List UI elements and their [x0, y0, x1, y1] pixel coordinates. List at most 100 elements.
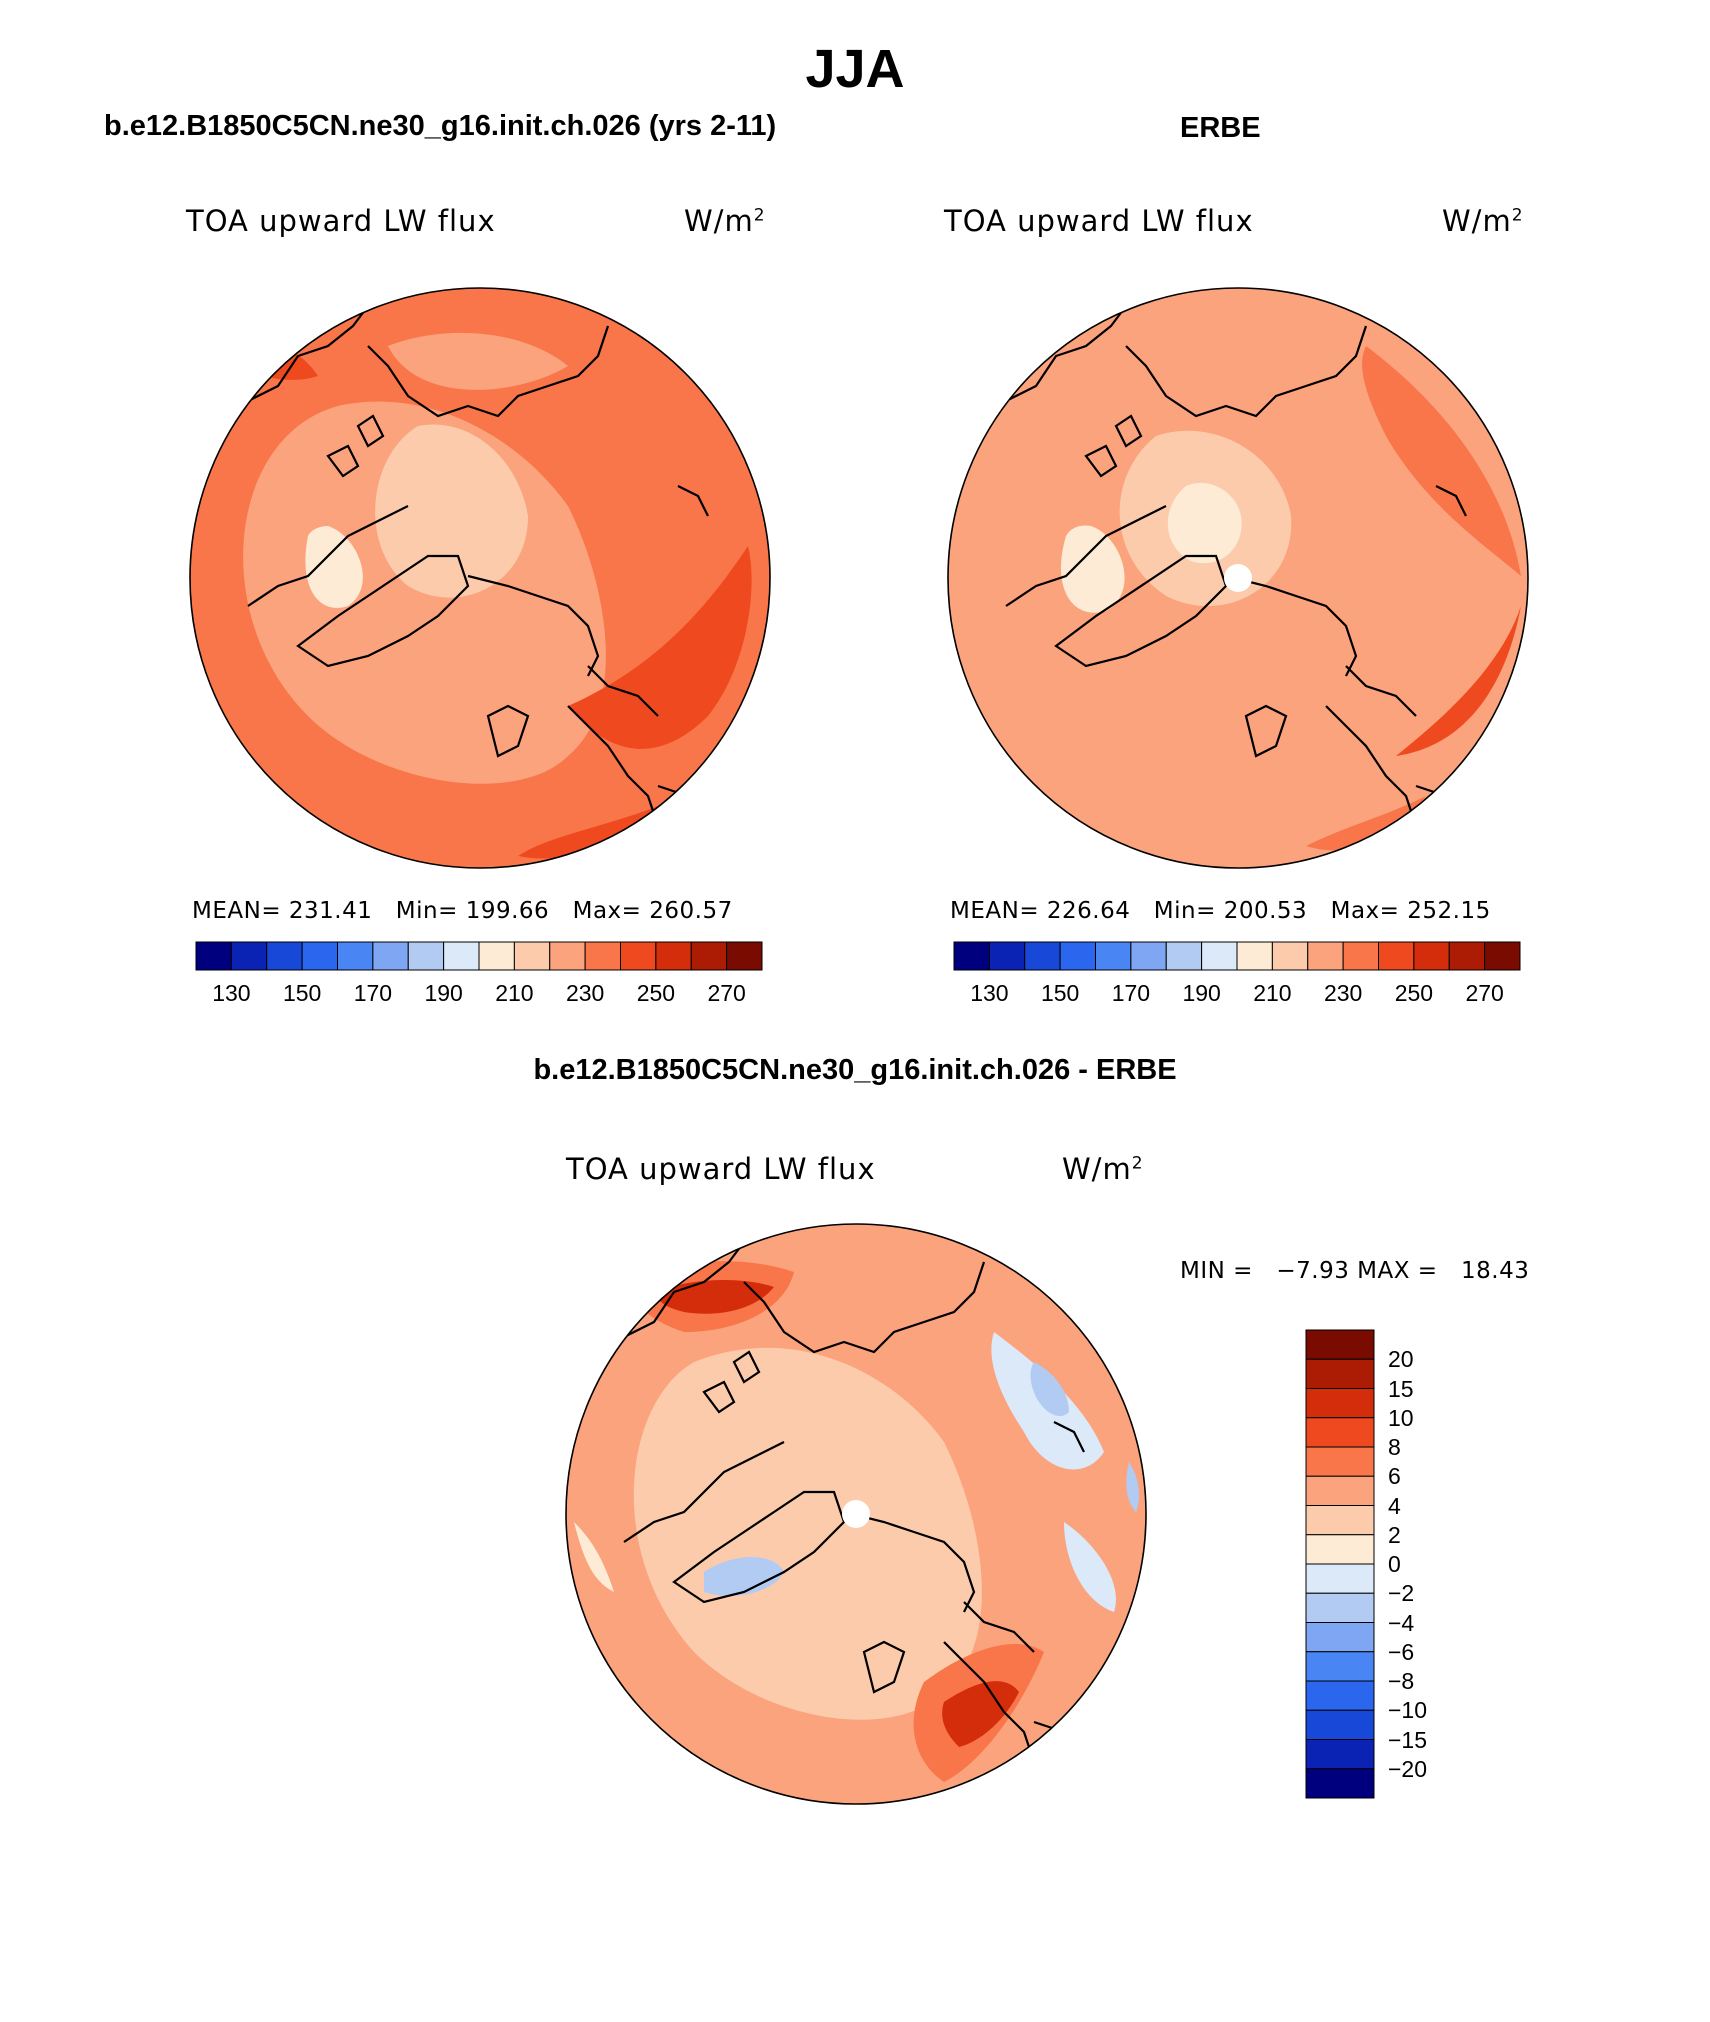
colorbar-swatch — [1305, 1475, 1375, 1506]
contour-region — [518, 806, 658, 859]
contour-region — [568, 546, 752, 749]
coastline — [296, 554, 470, 668]
pole-hole — [1224, 564, 1252, 592]
colorbar-tick-label: −15 — [1388, 1726, 1428, 1753]
coastline — [467, 574, 600, 677]
obs-dataset-title: ERBE — [1180, 112, 1261, 144]
contour-region — [633, 1347, 982, 1720]
coastline — [367, 325, 610, 418]
contour-region — [574, 1522, 614, 1592]
colorbar-swatch — [1305, 1768, 1375, 1799]
colorbar-swatch — [1095, 941, 1132, 971]
obs-units-label: W/m2 — [1442, 204, 1524, 238]
colorbar-swatch — [1305, 1446, 1375, 1477]
contour-region — [1396, 606, 1521, 756]
colorbar-swatch — [1448, 941, 1486, 971]
contour-region — [388, 332, 568, 390]
coastline — [995, 305, 1127, 407]
colorbar-tick-label: 10 — [1388, 1404, 1414, 1431]
colorbar-tick-label: 210 — [495, 980, 534, 1006]
model-case-title: b.e12.B1850C5CN.ne30_g16.init.ch.026 (yr… — [104, 110, 777, 142]
colorbar-tick-label: 230 — [1323, 980, 1363, 1006]
coastline — [1125, 325, 1368, 418]
colorbar-swatch — [1305, 1417, 1375, 1448]
diff-units-label: W/m2 — [1062, 1152, 1144, 1186]
colorbar-tick-label: 230 — [565, 980, 605, 1006]
colorbar-swatch — [1484, 941, 1521, 971]
colorbar-swatch — [1130, 941, 1167, 971]
coastline — [1005, 505, 1167, 607]
coastline — [963, 1601, 1035, 1653]
coastline — [486, 704, 530, 758]
colorbar-tick-label: 250 — [1394, 980, 1434, 1006]
colorbar-tick-label: 150 — [282, 980, 322, 1006]
colorbar-swatch — [1378, 941, 1415, 971]
obs-colorbar — [953, 941, 1521, 971]
colorbar-swatch — [726, 941, 763, 971]
coastline — [1435, 485, 1467, 517]
obs-stats: MEAN= 226.64 Min= 200.53 Max= 252.15 — [950, 898, 1491, 924]
coastline — [862, 1640, 906, 1694]
coastline — [326, 444, 360, 478]
colorbar-swatch — [1305, 1592, 1375, 1623]
coastline — [1345, 665, 1417, 717]
coastline — [732, 1350, 761, 1384]
colorbar-swatch — [549, 941, 586, 971]
colorbar-tick-label: 0 — [1388, 1551, 1401, 1577]
colorbar-swatch — [620, 941, 657, 971]
pole-hole — [842, 1500, 870, 1528]
colorbar-tick-label: 2 — [1388, 1521, 1401, 1548]
model-colorbar — [195, 941, 763, 971]
coastline — [1053, 1421, 1085, 1453]
colorbar-swatch — [1305, 1680, 1375, 1711]
colorbar-swatch — [1236, 941, 1273, 971]
colorbar-tick-label: −6 — [1388, 1638, 1415, 1665]
coastline — [677, 485, 709, 517]
colorbar-swatch — [1413, 941, 1450, 971]
colorbar-tick-label: 150 — [1040, 980, 1080, 1006]
contour-region — [198, 586, 298, 806]
colorbar-swatch — [1305, 1534, 1375, 1565]
map-border — [189, 287, 771, 869]
colorbar-tick-label: 250 — [636, 980, 676, 1006]
colorbar-tick-label: 210 — [1253, 980, 1292, 1006]
map-border — [947, 287, 1529, 869]
colorbar-swatch — [1307, 941, 1344, 971]
colorbar-swatch — [1165, 941, 1203, 971]
colorbar-swatch — [1271, 941, 1309, 971]
contour-region — [1126, 1462, 1140, 1512]
colorbar-tick-label: 6 — [1388, 1463, 1401, 1490]
colorbar-swatch — [655, 941, 692, 971]
colorbar-swatch — [1201, 941, 1238, 971]
map-border — [565, 1223, 1147, 1805]
contour-region — [1362, 346, 1521, 576]
colorbar-swatch — [953, 941, 990, 971]
colorbar-swatch — [230, 941, 268, 971]
coastline — [237, 305, 369, 407]
colorbar-tick-label: −4 — [1388, 1609, 1415, 1636]
colorbar-swatch — [1342, 941, 1379, 971]
diff-variable-label: TOA upward LW flux — [566, 1152, 876, 1186]
coastline — [247, 505, 409, 607]
colorbar-swatch — [478, 941, 515, 971]
coastline — [1225, 574, 1358, 677]
contour-region — [305, 526, 363, 608]
contour-region — [1064, 1522, 1116, 1612]
coastline — [1244, 704, 1288, 758]
model-polar-map — [189, 287, 771, 869]
colorbar-tick-label: 8 — [1388, 1434, 1401, 1460]
coastline — [1054, 554, 1228, 668]
coastline — [743, 1261, 986, 1354]
colorbar-swatch — [443, 941, 480, 971]
coastline — [587, 665, 659, 717]
colorbar-swatch — [1305, 1505, 1375, 1536]
model-stats: MEAN= 231.41 Min= 199.66 Max= 260.57 — [192, 898, 733, 924]
colorbar-tick-label: 170 — [353, 980, 393, 1006]
colorbar-swatch — [1305, 1622, 1375, 1653]
coastline — [356, 414, 385, 448]
colorbar-swatch — [337, 941, 374, 971]
contour-region — [1030, 1362, 1069, 1417]
contour-region — [1167, 482, 1242, 564]
colorbar-swatch — [690, 941, 728, 971]
colorbar-tick-label: −2 — [1388, 1580, 1415, 1607]
